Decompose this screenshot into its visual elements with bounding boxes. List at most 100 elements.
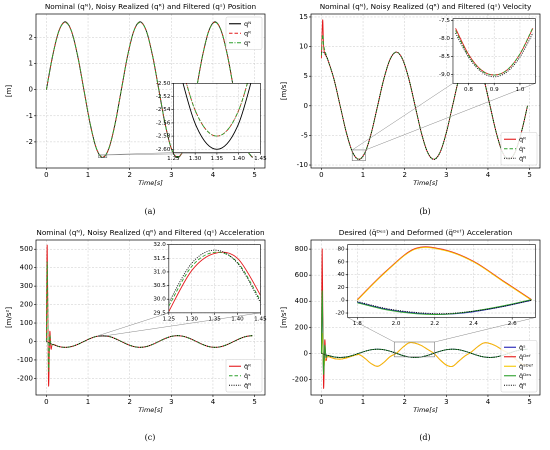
- data-line: [357, 246, 532, 300]
- x-tick-label: 5: [252, 398, 256, 406]
- chart-title: Nominal (qᴺ), Noisy Realized (qᴿ) and Fi…: [320, 2, 532, 11]
- data-line: [45, 21, 253, 158]
- x-tick-label: 5: [527, 171, 531, 179]
- plot-frame: [310, 13, 541, 169]
- data-line: [168, 251, 261, 312]
- zoom-connector: [106, 312, 261, 336]
- legend-box: [225, 16, 263, 50]
- data-line: [321, 348, 528, 358]
- zoom-connector: [352, 83, 454, 151]
- inset-frame: [168, 244, 261, 314]
- legend-label: q̇ᴿ: [519, 135, 526, 143]
- plot-lines: [455, 27, 534, 78]
- y-tick-label: 0: [341, 298, 345, 304]
- x-tick-label: 1.35: [211, 156, 224, 162]
- caption: (a): [144, 207, 155, 216]
- plot-frame: [310, 239, 541, 396]
- x-axis-label: Time[s]: [138, 179, 163, 187]
- x-tick-label: 0.9: [490, 87, 499, 93]
- y-tick-label: -8.0: [439, 36, 450, 42]
- y-tick-label: 29.5: [153, 310, 166, 316]
- y-tick-label: 30.0: [153, 297, 166, 303]
- x-tick-label: 3: [444, 398, 448, 406]
- x-tick-label: 0: [44, 398, 48, 406]
- y-tick-label: -2: [26, 138, 33, 146]
- x-tick-label: 0.8: [464, 87, 473, 93]
- plot-lines: [45, 21, 253, 159]
- legend-label: q̈ᴺ: [519, 381, 526, 389]
- inset-frame: [452, 18, 536, 84]
- y-tick-label: -2.54: [156, 107, 171, 113]
- y-tick-label: -7.5: [439, 18, 450, 24]
- y-tick-label: 15: [299, 13, 308, 21]
- legend-box: [225, 359, 263, 393]
- y-tick-label: 10: [299, 43, 308, 51]
- caption: (b): [419, 207, 430, 216]
- data-line: [320, 19, 528, 160]
- legend-label: q̈ˢ: [519, 343, 526, 351]
- x-tick-label: 4: [211, 398, 216, 406]
- x-tick-label: 4: [486, 171, 491, 179]
- zoom-region: [98, 335, 108, 337]
- x-tick-label: 0: [44, 171, 48, 179]
- x-tick-label: 1.30: [185, 316, 198, 322]
- y-tick-label: 20: [338, 285, 346, 291]
- zoom-connector: [434, 317, 536, 343]
- data-line: [45, 21, 253, 158]
- y-tick-label: -200: [292, 375, 308, 383]
- zoom-connector: [98, 152, 174, 156]
- x-axis-label: Time[s]: [138, 406, 163, 414]
- y-axis-label: [m]: [5, 85, 13, 98]
- x-tick-label: 1.8: [353, 321, 362, 327]
- x-tick-label: 1: [86, 398, 90, 406]
- x-tick-label: 1: [361, 171, 365, 179]
- x-tick-label: 1.25: [167, 156, 180, 162]
- x-tick-label: 1.35: [208, 316, 221, 322]
- data-line: [357, 299, 532, 315]
- y-tick-label: 0: [304, 102, 308, 110]
- x-tick-label: 1.25: [163, 316, 176, 322]
- chart-title: Nominal (qᴺ), Noisy Realized (qᴿ) and Fi…: [36, 228, 264, 237]
- y-tick-label: -2.56: [156, 120, 171, 126]
- x-tick-label: 2.4: [469, 321, 478, 327]
- x-tick-label: 5: [527, 398, 531, 406]
- data-line: [168, 249, 261, 303]
- x-tick-label: 4: [486, 398, 491, 406]
- x-tick-label: 3: [444, 171, 448, 179]
- x-tick-label: 1.30: [189, 156, 202, 162]
- x-tick-label: 0: [319, 398, 323, 406]
- legend-label: q̈ᴰᵉᶠ: [519, 353, 531, 361]
- data-line: [168, 251, 261, 307]
- inset-background: [173, 83, 261, 153]
- y-tick-label: 300: [20, 282, 33, 290]
- x-tick-label: 1.45: [254, 316, 267, 322]
- y-axis-label: [m/s²]: [280, 307, 288, 328]
- caption: (c): [145, 433, 156, 442]
- zoom-connector: [106, 152, 261, 156]
- inset-frame: [347, 244, 536, 318]
- data-line: [186, 83, 248, 137]
- x-tick-label: 2.0: [392, 321, 401, 327]
- x-tick-label: 1.0: [516, 87, 525, 93]
- y-tick-label: 400: [295, 297, 308, 305]
- x-tick-label: 1.40: [232, 156, 245, 162]
- y-tick-label: -8.5: [439, 54, 450, 60]
- y-tick-label: 1: [29, 60, 33, 68]
- legend-label: qᴺ: [244, 20, 251, 28]
- x-tick-label: 1: [361, 398, 365, 406]
- plot-lines: [320, 248, 528, 389]
- y-tick-label: -20: [335, 311, 345, 317]
- zoom-connector: [98, 312, 169, 336]
- y-tick-label: 5: [304, 72, 308, 80]
- x-tick-label: 1: [86, 171, 90, 179]
- plot-lines: [45, 245, 253, 387]
- plot-lines: [168, 249, 261, 312]
- zoom-region: [351, 149, 366, 161]
- y-axis-label: [m/s²]: [5, 307, 13, 328]
- y-tick-label: 400: [20, 264, 33, 272]
- y-tick-label: 0: [304, 349, 308, 357]
- data-line: [46, 335, 253, 348]
- y-tick-label: 31.0: [153, 269, 166, 275]
- chart-title: Nominal (qᴺ), Noisy Realized (qᴿ) and Fi…: [45, 2, 256, 11]
